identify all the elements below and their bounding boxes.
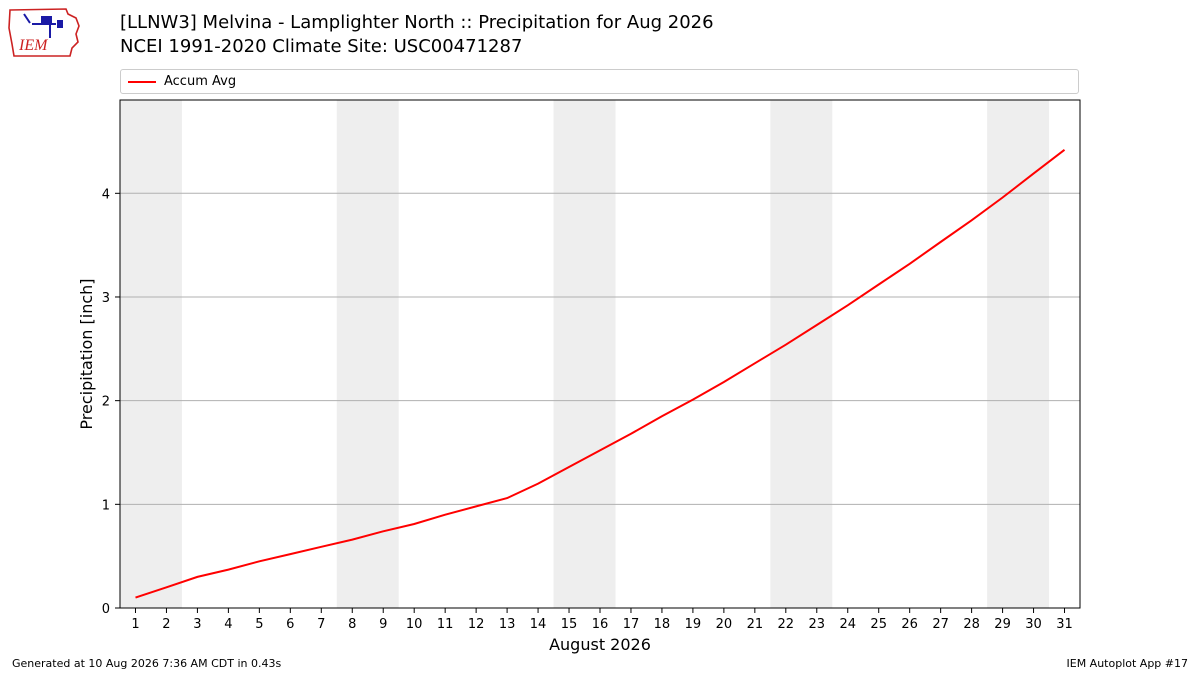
weekend-band — [987, 100, 1050, 608]
gridlines — [120, 192, 1080, 505]
y-tick-label: 3 — [102, 291, 110, 306]
x-tick-label: 7 — [317, 617, 325, 632]
weekend-band — [120, 100, 182, 608]
x-tick-label: 16 — [592, 617, 609, 632]
x-tick-label: 4 — [224, 617, 232, 632]
x-tick-label: 28 — [963, 617, 980, 632]
x-tick-label: 19 — [685, 617, 702, 632]
x-tick-label: 31 — [1056, 617, 1073, 632]
weekend-band — [336, 100, 399, 608]
legend-line-swatch — [128, 81, 156, 83]
x-tick-label: 24 — [839, 617, 856, 632]
x-tick-label: 14 — [530, 617, 547, 632]
y-tick-label: 1 — [102, 498, 110, 513]
x-tick-label: 2 — [162, 617, 170, 632]
x-tick-label: 20 — [716, 617, 733, 632]
iem-logo-text: IEM — [18, 37, 49, 54]
x-tick-label: 25 — [870, 617, 887, 632]
y-tick-label: 2 — [102, 395, 110, 410]
series-layer — [135, 149, 1066, 599]
x-tick-label: 29 — [994, 617, 1011, 632]
x-tick-label: 11 — [437, 617, 454, 632]
chart-title: [LLNW3] Melvina - Lamplighter North :: P… — [120, 12, 714, 33]
x-tick-label: 3 — [193, 617, 201, 632]
weekend-shading — [120, 100, 1050, 608]
weekend-band — [553, 100, 616, 608]
x-tick-label: 18 — [654, 617, 671, 632]
x-tick-label: 1 — [131, 617, 139, 632]
footer-generated-text: Generated at 10 Aug 2026 7:36 AM CDT in … — [12, 657, 282, 670]
y-tick-label: 0 — [102, 602, 110, 617]
x-tick-label: 23 — [809, 617, 826, 632]
legend: Accum Avg — [120, 69, 1079, 94]
x-tick-label: 17 — [623, 617, 640, 632]
x-tick-label: 27 — [932, 617, 949, 632]
footer-app-label: IEM Autoplot App #17 — [1066, 657, 1189, 670]
x-tick-label: 6 — [286, 617, 294, 632]
x-tick-label: 10 — [406, 617, 423, 632]
x-tick-label: 5 — [255, 617, 263, 632]
x-tick-label: 26 — [901, 617, 918, 632]
x-axis-ticks: 1 2 3 4 5 6 7 8 9 10 11 12 13 14 15 16 17 18 19 20 21 22 23 24 2… — [131, 608, 1073, 632]
x-tick-label: 22 — [778, 617, 795, 632]
x-tick-label: 12 — [468, 617, 485, 632]
x-tick-label: 9 — [379, 617, 387, 632]
chart-subtitle: NCEI 1991-2020 Climate Site: USC00471287 — [120, 36, 523, 57]
x-tick-label: 13 — [499, 617, 516, 632]
y-tick-label: 4 — [102, 187, 110, 202]
y-axis-ticks: 0 1 2 3 4 — [102, 187, 120, 617]
x-tick-label: 30 — [1025, 617, 1042, 632]
x-tick-label: 8 — [348, 617, 356, 632]
legend-label: Accum Avg — [164, 74, 237, 89]
iem-logo: IEM — [8, 8, 80, 57]
series-line-accum-avg — [135, 149, 1066, 599]
weather-vane-icon — [23, 13, 63, 38]
x-tick-label: 21 — [747, 617, 764, 632]
x-tick-label: 15 — [561, 617, 578, 632]
weekend-band — [770, 100, 833, 608]
y-axis-label: Precipitation [inch] — [77, 278, 96, 429]
x-axis-label: August 2026 — [549, 635, 651, 654]
iowa-state-outline — [8, 8, 80, 57]
